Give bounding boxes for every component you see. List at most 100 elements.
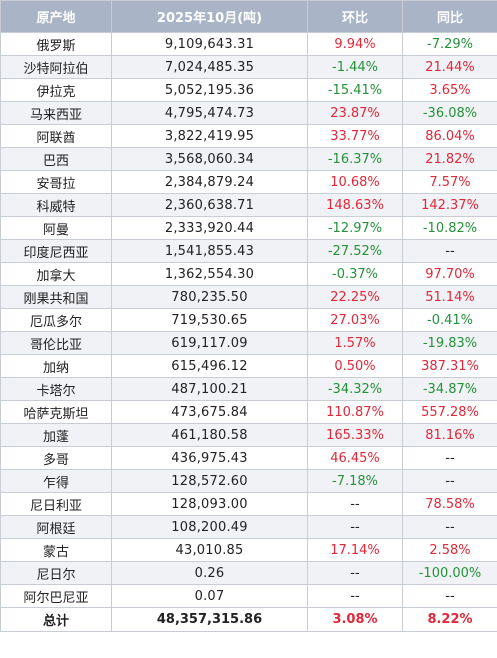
mom-cell: -27.52% [307, 239, 403, 263]
yoy-cell: 21.82% [402, 147, 497, 171]
total-yoy: 8.22% [402, 607, 497, 632]
yoy-cell: -- [402, 584, 497, 608]
yoy-cell: -- [402, 515, 497, 539]
yoy-cell: -10.82% [402, 216, 497, 240]
table-row: 乍得 128,572.60 -7.18% -- [0, 469, 497, 493]
amount-cell: 2,360,638.71 [111, 193, 308, 217]
table-row: 刚果共和国 780,235.50 22.25% 51.14% [0, 285, 497, 309]
table-row: 印度尼西亚 1,541,855.43 -27.52% -- [0, 239, 497, 263]
amount-cell: 615,496.12 [111, 354, 308, 378]
table-row: 加纳 615,496.12 0.50% 387.31% [0, 354, 497, 378]
table-row: 阿联酋 3,822,419.95 33.77% 86.04% [0, 124, 497, 148]
amount-cell: 1,362,554.30 [111, 262, 308, 286]
amount-cell: 461,180.58 [111, 423, 308, 447]
yoy-cell: 2.58% [402, 538, 497, 562]
table-row: 科威特 2,360,638.71 148.63% 142.37% [0, 193, 497, 217]
mom-cell: 10.68% [307, 170, 403, 194]
origin-cell: 科威特 [0, 193, 112, 217]
origin-cell: 加蓬 [0, 423, 112, 447]
amount-cell: 719,530.65 [111, 308, 308, 332]
table-row: 加拿大 1,362,554.30 -0.37% 97.70% [0, 262, 497, 286]
table-row: 巴西 3,568,060.34 -16.37% 21.82% [0, 147, 497, 171]
origin-cell: 阿根廷 [0, 515, 112, 539]
origin-cell: 安哥拉 [0, 170, 112, 194]
mom-cell: -- [307, 515, 403, 539]
origin-cell: 尼日利亚 [0, 492, 112, 516]
table-row: 马来西亚 4,795,474.73 23.87% -36.08% [0, 101, 497, 125]
amount-cell: 108,200.49 [111, 515, 308, 539]
table-row: 阿曼 2,333,920.44 -12.97% -10.82% [0, 216, 497, 240]
yoy-cell: 81.16% [402, 423, 497, 447]
table-row: 尼日尔 0.26 -- -100.00% [0, 561, 497, 585]
header-origin: 原产地 [0, 0, 112, 33]
mom-cell: -- [307, 584, 403, 608]
mom-cell: -34.32% [307, 377, 403, 401]
mom-cell: 1.57% [307, 331, 403, 355]
origin-cell: 尼日尔 [0, 561, 112, 585]
origin-cell: 厄瓜多尔 [0, 308, 112, 332]
table-row: 厄瓜多尔 719,530.65 27.03% -0.41% [0, 308, 497, 332]
yoy-cell: 97.70% [402, 262, 497, 286]
table-row: 蒙古 43,010.85 17.14% 2.58% [0, 538, 497, 562]
mom-cell: -0.37% [307, 262, 403, 286]
mom-cell: -- [307, 492, 403, 516]
import-origin-table: 原产地 2025年10月(吨) 环比 同比 俄罗斯 9,109,643.31 9.9… [0, 0, 497, 632]
total-amount: 48,357,315.86 [111, 607, 308, 632]
origin-cell: 阿尔巴尼亚 [0, 584, 112, 608]
table-row: 卡塔尔 487,100.21 -34.32% -34.87% [0, 377, 497, 401]
table-header-row: 原产地 2025年10月(吨) 环比 同比 [0, 0, 497, 33]
yoy-cell: -- [402, 446, 497, 470]
amount-cell: 1,541,855.43 [111, 239, 308, 263]
mom-cell: 17.14% [307, 538, 403, 562]
table-row: 阿根廷 108,200.49 -- -- [0, 515, 497, 539]
origin-cell: 加拿大 [0, 262, 112, 286]
mom-cell: 148.63% [307, 193, 403, 217]
amount-cell: 0.07 [111, 584, 308, 608]
mom-cell: 110.87% [307, 400, 403, 424]
table-row: 安哥拉 2,384,879.24 10.68% 7.57% [0, 170, 497, 194]
table-row: 哥伦比亚 619,117.09 1.57% -19.83% [0, 331, 497, 355]
yoy-cell: 21.44% [402, 55, 497, 79]
mom-cell: -12.97% [307, 216, 403, 240]
mom-cell: 22.25% [307, 285, 403, 309]
origin-cell: 多哥 [0, 446, 112, 470]
origin-cell: 卡塔尔 [0, 377, 112, 401]
yoy-cell: 142.37% [402, 193, 497, 217]
total-mom: 3.08% [307, 607, 403, 632]
origin-cell: 乍得 [0, 469, 112, 493]
yoy-cell: 51.14% [402, 285, 497, 309]
mom-cell: 0.50% [307, 354, 403, 378]
mom-cell: -- [307, 561, 403, 585]
amount-cell: 3,822,419.95 [111, 124, 308, 148]
amount-cell: 7,024,485.35 [111, 55, 308, 79]
amount-cell: 128,093.00 [111, 492, 308, 516]
origin-cell: 阿联酋 [0, 124, 112, 148]
table-row: 多哥 436,975.43 46.45% -- [0, 446, 497, 470]
mom-cell: 9.94% [307, 32, 403, 56]
yoy-cell: -- [402, 239, 497, 263]
amount-cell: 487,100.21 [111, 377, 308, 401]
origin-cell: 加纳 [0, 354, 112, 378]
origin-cell: 沙特阿拉伯 [0, 55, 112, 79]
yoy-cell: -19.83% [402, 331, 497, 355]
mom-cell: 165.33% [307, 423, 403, 447]
yoy-cell: 86.04% [402, 124, 497, 148]
amount-cell: 128,572.60 [111, 469, 308, 493]
header-mom: 环比 [307, 0, 403, 33]
table-body: 俄罗斯 9,109,643.31 9.94% -7.29% 沙特阿拉伯 7,024,485… [0, 32, 497, 608]
origin-cell: 阿曼 [0, 216, 112, 240]
table-row: 尼日利亚 128,093.00 -- 78.58% [0, 492, 497, 516]
mom-cell: 33.77% [307, 124, 403, 148]
table-row: 加蓬 461,180.58 165.33% 81.16% [0, 423, 497, 447]
amount-cell: 43,010.85 [111, 538, 308, 562]
header-amount: 2025年10月(吨) [111, 0, 308, 33]
amount-cell: 5,052,195.36 [111, 78, 308, 102]
total-row: 总计 48,357,315.86 3.08% 8.22% [0, 607, 497, 632]
header-yoy: 同比 [402, 0, 497, 33]
amount-cell: 0.26 [111, 561, 308, 585]
origin-cell: 哥伦比亚 [0, 331, 112, 355]
origin-cell: 俄罗斯 [0, 32, 112, 56]
yoy-cell: -7.29% [402, 32, 497, 56]
yoy-cell: 7.57% [402, 170, 497, 194]
mom-cell: 27.03% [307, 308, 403, 332]
